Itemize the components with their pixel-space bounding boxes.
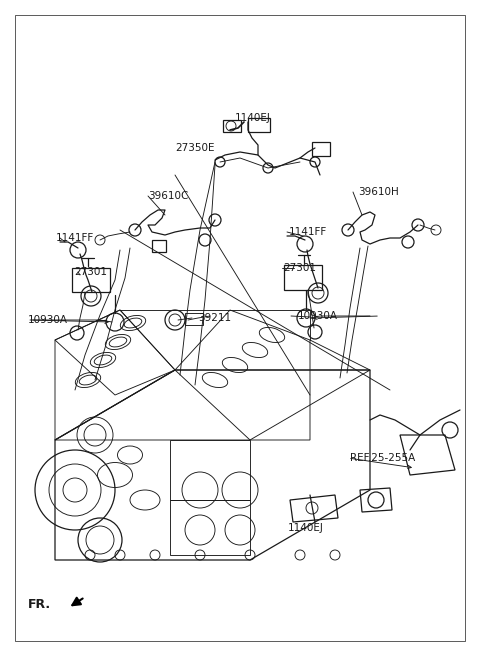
- Text: 39211: 39211: [198, 313, 231, 323]
- Bar: [223, 120, 241, 132]
- Text: 1140EJ: 1140EJ: [288, 523, 324, 533]
- Text: FR.: FR.: [28, 598, 51, 611]
- Text: 10930A: 10930A: [28, 315, 68, 325]
- Bar: [312, 142, 330, 156]
- Text: 1141FF: 1141FF: [289, 227, 327, 237]
- Bar: [248, 118, 270, 132]
- Bar: [185, 313, 203, 325]
- Bar: [170, 440, 250, 500]
- Text: 27350E: 27350E: [175, 143, 215, 153]
- Text: 27301: 27301: [74, 267, 107, 277]
- Bar: [152, 240, 166, 252]
- Text: 39610C: 39610C: [148, 191, 188, 201]
- Text: 10930A: 10930A: [298, 311, 338, 321]
- Text: 1140EJ: 1140EJ: [235, 113, 271, 123]
- Text: 1141FF: 1141FF: [56, 233, 94, 243]
- Text: 39610H: 39610H: [358, 187, 399, 197]
- Text: REF.25-255A: REF.25-255A: [350, 453, 415, 463]
- Bar: [170, 500, 250, 555]
- Text: 27301: 27301: [283, 263, 316, 273]
